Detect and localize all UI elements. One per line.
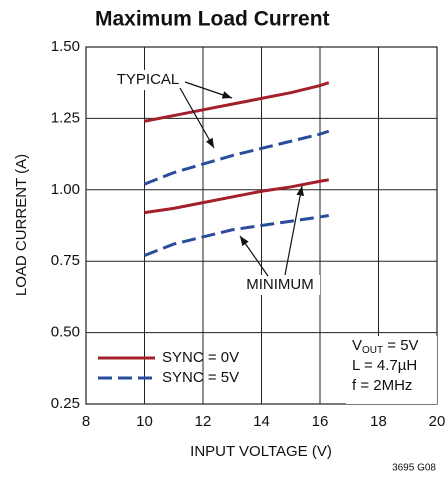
condition: f = 2MHz — [352, 377, 412, 394]
y-tick-label: 0.75 — [51, 252, 80, 269]
series-line — [143, 129, 330, 186]
x-tick-label: 20 — [429, 413, 446, 430]
annotation: MINIMUM — [246, 276, 314, 293]
x-tick-label: 18 — [370, 413, 387, 430]
x-tick-label: 14 — [253, 413, 270, 430]
legend-label: SYNC = 5V — [162, 369, 239, 386]
arrow — [184, 81, 233, 99]
x-tick-label: 8 — [82, 413, 90, 430]
x-tick-label: 12 — [195, 413, 212, 430]
x-tick-label: 16 — [312, 413, 329, 430]
x-axis-label: INPUT VOLTAGE (V) — [190, 443, 332, 460]
condition: VOUT = 5V — [352, 337, 419, 356]
series-line — [144, 81, 330, 123]
chart-title: Maximum Load Current — [95, 8, 330, 31]
conditions-box — [346, 336, 437, 404]
condition-part: = 5V — [383, 337, 418, 354]
condition: L = 4.7µH — [352, 357, 417, 374]
x-tick-label: 10 — [136, 413, 153, 430]
annotation: TYPICAL — [117, 71, 180, 88]
plot-frame — [85, 46, 438, 405]
label-backing — [240, 275, 320, 295]
arrow — [179, 87, 215, 149]
y-axis-label: LOAD CURRENT (A) — [13, 154, 30, 296]
y-tick-label: 1.25 — [51, 109, 80, 126]
legend-label: SYNC = 0V — [162, 349, 239, 366]
condition-part: OUT — [362, 345, 383, 356]
arrow — [239, 235, 269, 277]
y-tick-label: 1.00 — [51, 181, 80, 198]
y-tick-label: 0.25 — [51, 395, 80, 412]
footnote: 3695 G08 — [392, 463, 436, 474]
series-line — [143, 214, 330, 257]
y-tick-label: 1.50 — [51, 38, 80, 55]
series-line — [144, 178, 330, 215]
label-backing — [112, 70, 184, 90]
condition-part: V — [352, 337, 362, 354]
arrow — [284, 185, 304, 276]
y-tick-label: 0.50 — [51, 324, 80, 341]
